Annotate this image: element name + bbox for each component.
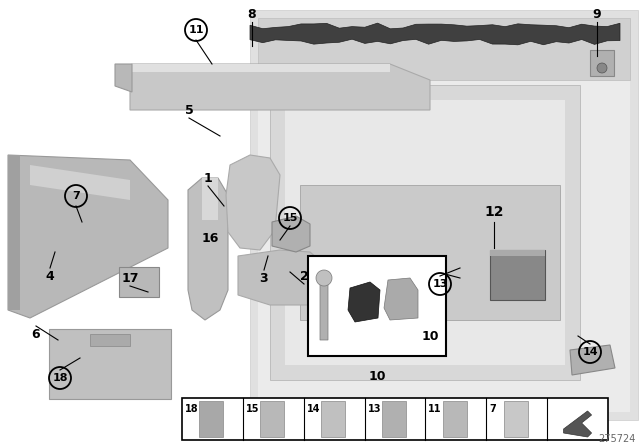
Text: 10: 10 (368, 370, 386, 383)
Text: 9: 9 (593, 8, 602, 21)
Text: 13: 13 (367, 404, 381, 414)
FancyBboxPatch shape (382, 401, 406, 437)
Text: 14: 14 (307, 404, 320, 414)
Polygon shape (590, 50, 614, 76)
Text: 11: 11 (428, 404, 442, 414)
Polygon shape (490, 250, 545, 300)
Polygon shape (384, 278, 418, 320)
Text: 18: 18 (185, 404, 198, 414)
FancyBboxPatch shape (182, 398, 608, 440)
Text: 4: 4 (45, 270, 54, 283)
Polygon shape (238, 250, 325, 305)
Polygon shape (270, 85, 580, 380)
FancyBboxPatch shape (49, 329, 171, 399)
Text: 1: 1 (204, 172, 212, 185)
Polygon shape (250, 23, 620, 45)
Text: 5: 5 (184, 103, 193, 116)
Polygon shape (130, 64, 430, 110)
Text: 14: 14 (582, 347, 598, 357)
Polygon shape (8, 155, 20, 310)
Polygon shape (348, 282, 380, 322)
Circle shape (316, 270, 332, 286)
Text: 16: 16 (202, 232, 219, 245)
FancyBboxPatch shape (260, 401, 284, 437)
Text: 18: 18 (52, 373, 68, 383)
Polygon shape (285, 100, 565, 365)
Polygon shape (570, 345, 615, 375)
Text: 2: 2 (300, 271, 308, 284)
Text: 10: 10 (421, 329, 439, 343)
Circle shape (597, 63, 607, 73)
Polygon shape (258, 18, 630, 80)
Polygon shape (258, 18, 630, 412)
Text: 13: 13 (432, 279, 448, 289)
Polygon shape (250, 10, 638, 420)
FancyBboxPatch shape (504, 401, 528, 437)
Polygon shape (188, 178, 228, 320)
Text: 7: 7 (72, 191, 80, 201)
Text: 12: 12 (484, 205, 504, 219)
Text: 275724: 275724 (598, 434, 636, 444)
Polygon shape (8, 155, 168, 318)
FancyBboxPatch shape (321, 401, 345, 437)
Polygon shape (226, 155, 280, 250)
Text: 6: 6 (32, 327, 40, 340)
Polygon shape (564, 411, 591, 437)
Polygon shape (202, 178, 218, 220)
Polygon shape (115, 64, 132, 92)
Polygon shape (320, 275, 328, 340)
Text: 11: 11 (188, 25, 204, 35)
Polygon shape (300, 185, 560, 320)
FancyBboxPatch shape (119, 267, 159, 297)
Polygon shape (330, 262, 375, 300)
FancyBboxPatch shape (443, 401, 467, 437)
Polygon shape (30, 165, 130, 200)
Text: 15: 15 (282, 213, 298, 223)
Polygon shape (272, 216, 310, 252)
Text: 17: 17 (121, 271, 139, 284)
Polygon shape (132, 64, 390, 72)
FancyBboxPatch shape (308, 256, 446, 356)
Text: 3: 3 (260, 271, 268, 284)
Text: 7: 7 (490, 404, 496, 414)
Text: 15: 15 (246, 404, 259, 414)
Polygon shape (490, 250, 545, 256)
Text: 8: 8 (248, 8, 256, 21)
FancyBboxPatch shape (200, 401, 223, 437)
FancyBboxPatch shape (90, 334, 130, 346)
